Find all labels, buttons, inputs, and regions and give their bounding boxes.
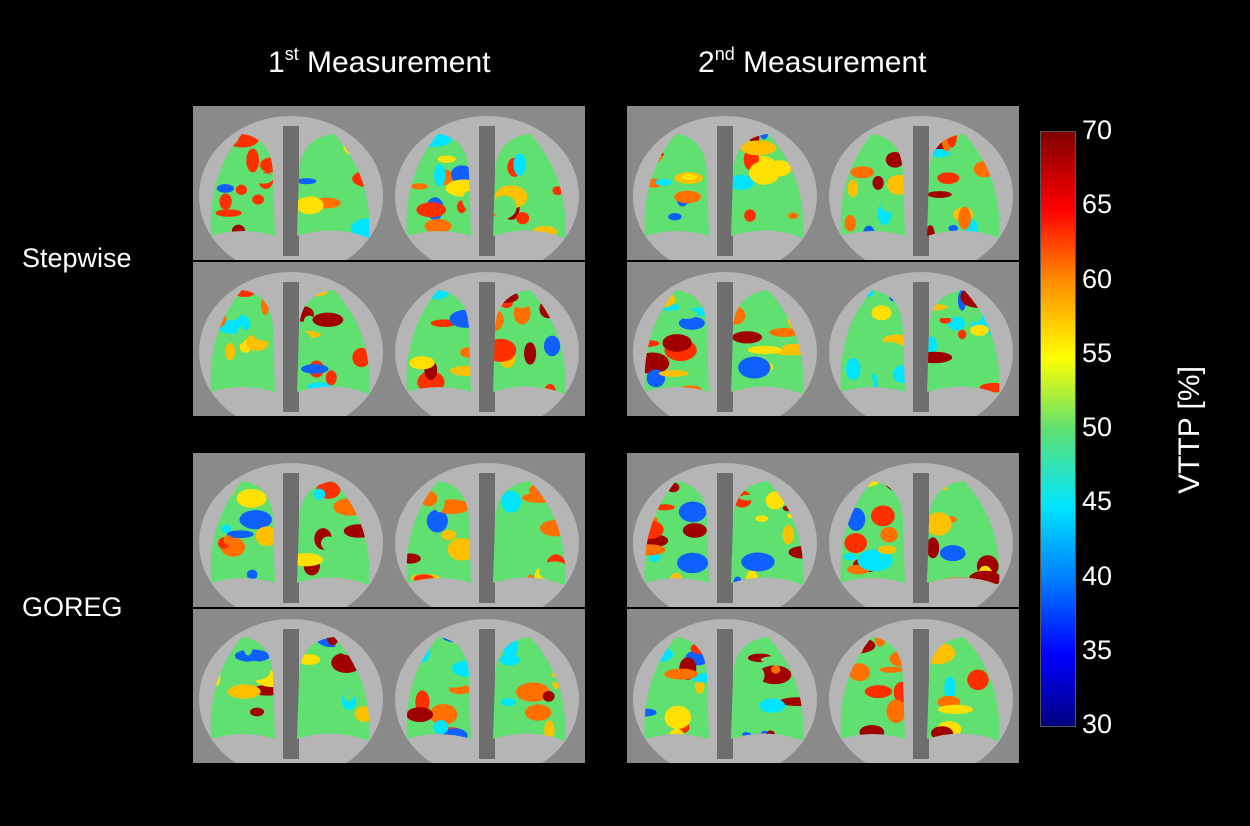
lung-map-panel bbox=[389, 453, 585, 607]
lung-map-panel bbox=[193, 106, 389, 260]
colorbar-tick-35: 35 bbox=[1082, 634, 1113, 665]
colorbar-tick-70: 70 bbox=[1082, 115, 1113, 145]
colorbar-label: VTTP [%] bbox=[1173, 366, 1206, 494]
row-label-stepwise: Stepwise bbox=[22, 243, 132, 273]
lung-map-panel bbox=[627, 106, 823, 260]
column-title-1st-measurement: 1st Measurement bbox=[268, 44, 491, 79]
lung-map-panel bbox=[627, 453, 823, 607]
colorbar-tick-30: 30 bbox=[1082, 709, 1113, 739]
lung-map-panel bbox=[627, 609, 823, 763]
lung-map-panel bbox=[823, 453, 1019, 607]
colorbar-tick-50: 50 bbox=[1082, 412, 1113, 442]
lung-map-panel bbox=[627, 262, 823, 416]
lung-map-panel bbox=[193, 453, 389, 607]
lung-map-panel bbox=[193, 262, 389, 416]
colorbar-tick-65: 65 bbox=[1082, 189, 1113, 220]
colorbar bbox=[1040, 131, 1076, 727]
lung-map-panel bbox=[823, 609, 1019, 763]
lung-map-panel bbox=[389, 106, 585, 260]
colorbar-tick-40: 40 bbox=[1082, 560, 1113, 591]
row-label-goreg: GOREG bbox=[22, 592, 123, 622]
lung-map-panel bbox=[823, 262, 1019, 416]
lung-map-panel bbox=[389, 609, 585, 763]
lung-map-panel bbox=[823, 106, 1019, 260]
lung-map-panel bbox=[389, 262, 585, 416]
colorbar-tick-55: 55 bbox=[1082, 337, 1113, 368]
column-title-2nd-measurement: 2nd Measurement bbox=[698, 44, 927, 79]
colorbar-tick-45: 45 bbox=[1082, 486, 1113, 517]
lung-map-panel bbox=[193, 609, 389, 763]
colorbar-tick-60: 60 bbox=[1082, 263, 1113, 294]
